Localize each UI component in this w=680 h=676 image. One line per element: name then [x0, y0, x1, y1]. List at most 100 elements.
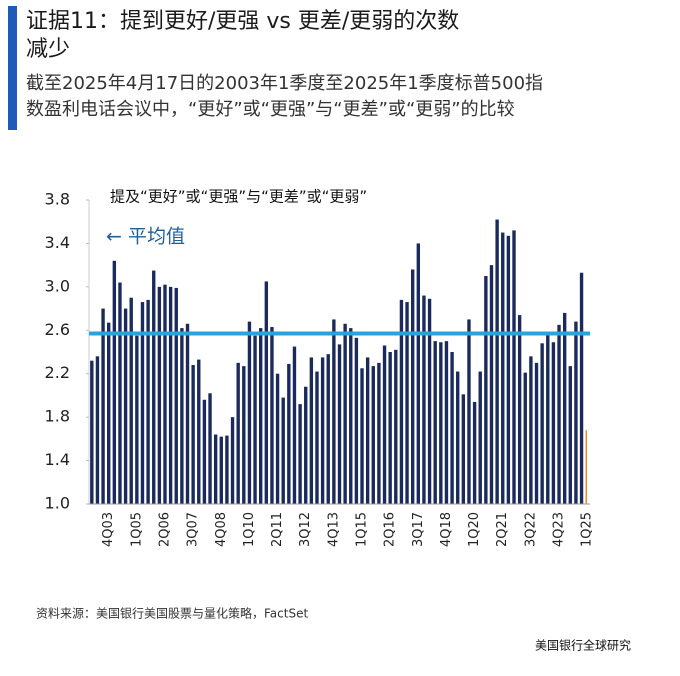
bar: [118, 282, 122, 504]
bar: [371, 366, 375, 504]
y-tick-label: 1.0: [45, 494, 70, 513]
bar: [298, 404, 302, 504]
bar: [180, 328, 184, 504]
x-tick-label: 3Q07: [186, 512, 201, 547]
x-tick-label: 4Q18: [439, 512, 454, 547]
x-tick-label: 1Q05: [129, 512, 144, 547]
subtitle-line: 数盈利电话会议中，“更好”或“更强”与“更差”或“更弱”的比较: [26, 99, 515, 120]
x-tick-label: 3Q17: [411, 512, 426, 547]
bar: [304, 386, 308, 504]
bar: [146, 299, 150, 504]
bar: [354, 337, 359, 504]
x-tick-label: 2Q21: [495, 512, 510, 547]
footer: 美国银行全球研究: [535, 638, 631, 653]
bar: [326, 354, 330, 504]
bar: [107, 322, 111, 504]
bar: [562, 312, 567, 504]
y-tick-label: 3.4: [45, 233, 70, 252]
bar: [135, 335, 139, 504]
bar: [461, 394, 466, 504]
bar: [112, 260, 117, 504]
bar: [219, 436, 223, 504]
x-tick-label: 4Q03: [101, 512, 116, 547]
bar: [410, 269, 415, 504]
source: 资料来源：美国银行美国股票与量化策略，FactSet: [36, 606, 308, 621]
bar: [168, 286, 173, 504]
bar: [332, 319, 336, 504]
bar: [489, 265, 494, 504]
bar: [185, 323, 190, 504]
y-tick-label: 2.6: [45, 320, 70, 339]
bar: [213, 434, 218, 504]
bar: [495, 219, 499, 505]
bar: [540, 343, 544, 504]
bar: [574, 321, 578, 504]
bar: [534, 362, 539, 504]
bar: [253, 335, 257, 504]
bar: [501, 232, 505, 505]
bar: [281, 397, 285, 504]
bar: [365, 357, 370, 504]
x-tick-label: 4Q23: [552, 512, 567, 547]
bar: [568, 366, 572, 504]
bar: [208, 393, 212, 504]
bar: [309, 357, 314, 504]
bar: [523, 372, 527, 504]
bar: [484, 276, 488, 504]
bar: [450, 352, 454, 504]
bar: [343, 323, 347, 504]
bar: [517, 315, 522, 504]
bar: [152, 270, 156, 504]
y-tick-label: 3.0: [45, 276, 70, 295]
bar: [270, 327, 274, 504]
bar: [101, 308, 105, 504]
bar: [360, 368, 364, 504]
x-tick-label: 2Q06: [157, 512, 172, 547]
bar: [275, 373, 280, 504]
bar: [394, 349, 398, 504]
bar: [287, 363, 291, 504]
bar: [225, 435, 229, 504]
bar: [382, 345, 387, 504]
y-tick-label: 1.8: [45, 407, 70, 426]
bar: [292, 346, 297, 504]
bar: [427, 298, 432, 504]
bar: [388, 352, 392, 504]
bar: [191, 365, 195, 504]
bar: [472, 401, 477, 504]
y-tick-label: 2.2: [45, 363, 70, 382]
bar: [422, 295, 426, 504]
bar: [163, 284, 167, 504]
bar: [157, 286, 162, 504]
bar: [90, 360, 94, 504]
bar: [444, 341, 449, 504]
bar: [557, 324, 561, 504]
bar: [506, 235, 511, 505]
accent-bar: [8, 6, 17, 130]
bar: [416, 243, 420, 504]
bar: [230, 417, 235, 504]
bar: [478, 371, 482, 504]
legend-label: 提及“更好”或“更强”与“更差”或“更弱”: [110, 188, 367, 206]
y-tick-label: 3.8: [45, 190, 70, 209]
x-tick-label: 3Q22: [523, 512, 538, 547]
bar: [529, 356, 533, 504]
bar: [242, 366, 246, 504]
bar: [202, 399, 207, 504]
bar: [512, 230, 516, 504]
bar: [405, 302, 409, 504]
bar: [129, 297, 133, 504]
bar: [439, 342, 443, 504]
x-tick-label: 1Q20: [467, 512, 482, 547]
y-tick-label: 1.4: [45, 450, 70, 469]
x-tick-label: 1Q10: [242, 512, 257, 547]
average-label: ← 平均值: [106, 226, 185, 248]
bar: [551, 342, 556, 504]
bar: [337, 344, 342, 504]
subtitle-line: 截至2025年4月17日的2003年1季度至2025年1季度标普500指: [26, 73, 543, 94]
title-line: 减少: [26, 37, 70, 62]
title-line: 证据11：提到更好/更强 vs 更差/更弱的次数: [26, 9, 459, 34]
x-tick-label: 2Q16: [383, 512, 398, 547]
bar: [247, 321, 252, 504]
